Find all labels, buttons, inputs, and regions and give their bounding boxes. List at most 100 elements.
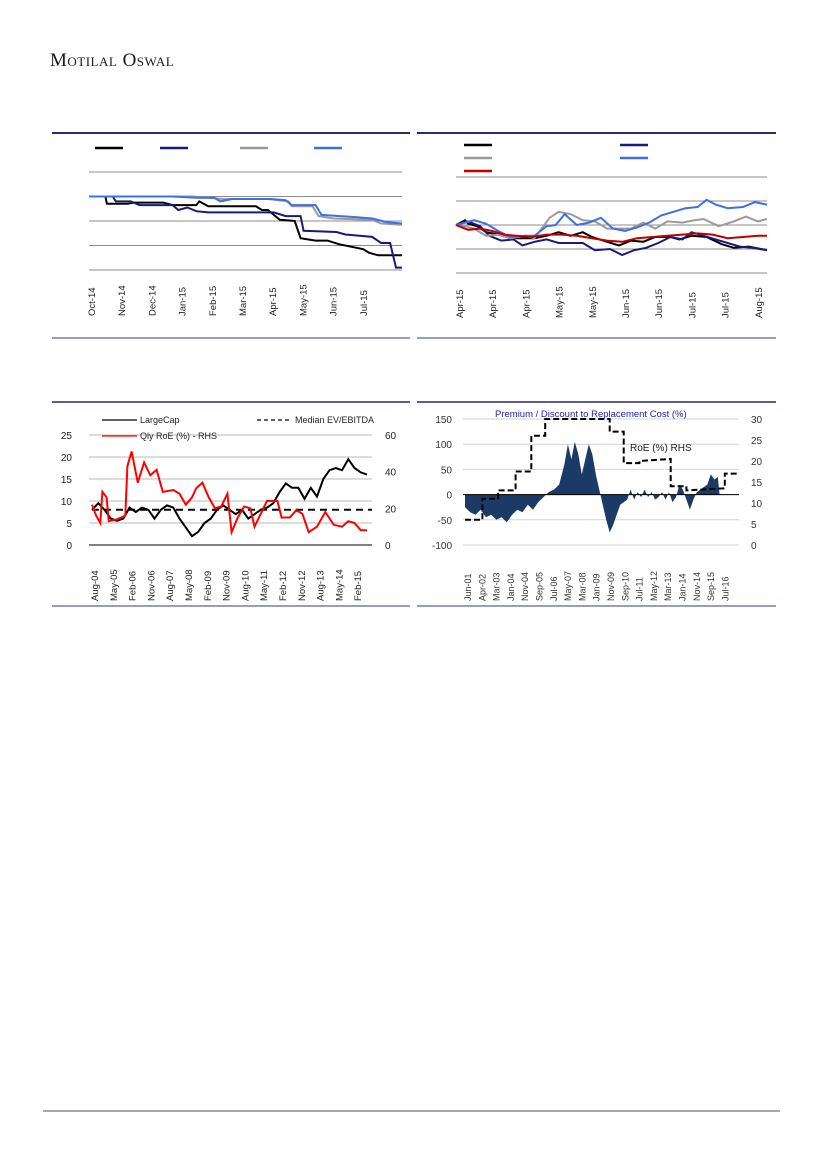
chart3-legend-label: Median EV/EBITDA [295, 415, 374, 425]
chart3-left-tick-label: 15 [61, 475, 73, 486]
chart4-right-tick-label: 30 [751, 415, 763, 426]
chart1-gridlines [89, 171, 402, 271]
chart3-top-rule [52, 401, 410, 403]
chart4-gridlines [463, 418, 739, 546]
chart4-x-tick-label: Jan-14 [678, 573, 688, 601]
chart1-series [89, 195, 403, 269]
chart2-top-rule [417, 132, 776, 134]
chart4-area [465, 441, 720, 533]
chart3-x-tick-label: May-08 [184, 569, 195, 601]
chart2-series-line-navy [455, 220, 768, 257]
chart3-x-axis: Aug-04 May-05 Feb-06 Nov-06 Aug-07 May-08 Feb-… [90, 569, 364, 601]
chart3-x-tick-label: Nov-06 [146, 570, 157, 601]
chart4-top-rule [417, 401, 776, 403]
chart3-legend-label: LargeCap [140, 415, 180, 425]
chart4-x-axis: Jun-01 Apr-02 Mar-03 Jan-04 Nov-04 Sep-05 Jul-… [463, 571, 730, 601]
chart3-left-tick-label: 25 [61, 431, 73, 442]
chart4-right-tick-label: 20 [751, 457, 763, 468]
chart3-x-tick-label: Aug-07 [165, 570, 176, 601]
chart4-x-tick-label: May-07 [563, 571, 573, 601]
chart3-x-tick-label: Nov-12 [297, 570, 308, 601]
chart4-x-tick-label: Sep-15 [706, 572, 716, 601]
chart1-x-axis: Oct-14 Nov-14 Dec-14 Jan-15 Feb-15 Mar-15 Apr-… [87, 284, 370, 316]
chart2-series-line-blue [455, 198, 768, 239]
chart4-x-tick-label: Sep-05 [535, 572, 545, 601]
chart1-x-tick-label: Jun-15 [329, 287, 340, 316]
chart4-x-tick-label: Nov-14 [692, 572, 702, 601]
chart4-x-tick-label: Jul-11 [635, 577, 645, 601]
chart3-x-tick-label: May-14 [334, 569, 345, 601]
chart4-left-tick-label: -100 [432, 541, 452, 552]
chart1-x-tick-label: Dec-14 [147, 285, 158, 316]
brand-logo: Motilal Oswal [50, 50, 175, 71]
chart-3: 25 20 15 10 5 0 60 40 20 0 LargeCap Median EV/EBI… [61, 415, 397, 601]
chart3-right-tick-label: 20 [385, 504, 397, 515]
chart4-series [463, 418, 739, 533]
chart2-x-tick-label: Jun-15 [654, 289, 665, 318]
chart4-left-tick-label: 100 [435, 440, 452, 451]
chart3-right-axis: 60 40 20 0 [385, 431, 397, 552]
chart3-left-axis: 25 20 15 10 5 0 [61, 431, 73, 552]
chart4-left-tick-label: -50 [438, 516, 453, 527]
chart2-series-line-grey [455, 210, 768, 240]
chart1-series-line-black [89, 195, 402, 257]
chart2-x-axis: Apr-15 Apr-15 Apr-15 May-15 May-15 Jun-15 Jun-… [455, 286, 765, 318]
chart1-x-tick-label: Apr-15 [268, 287, 279, 316]
chart1-series-line-blue [89, 195, 403, 225]
chart4-x-tick-label: Sep-10 [620, 572, 630, 601]
chart3-legend-label: Qly RoE (%) - RHS [140, 431, 217, 441]
chart1-top-rule [52, 132, 410, 134]
chart2-x-tick-label: Jul-15 [721, 292, 732, 318]
chart4-right-tick-label: 25 [751, 436, 763, 447]
chart3-x-tick-label: Aug-10 [240, 570, 251, 601]
chart2-x-tick-label: Jun-15 [621, 289, 632, 318]
chart4-x-tick-label: Mar-03 [492, 572, 502, 601]
chart4-bottom-rule [417, 605, 776, 607]
chart-2: Apr-15 Apr-15 Apr-15 May-15 May-15 Jun-15 Jun-… [455, 143, 768, 318]
chart3-x-tick-label: Feb-06 [128, 571, 139, 601]
chart1-x-tick-label: Feb-15 [208, 286, 219, 316]
chart3-x-tick-label: Aug-13 [316, 570, 327, 601]
chart3-series-line-bright_red [91, 451, 367, 537]
chart2-x-tick-label: Apr-15 [455, 289, 466, 318]
chart3-x-tick-label: Feb-15 [353, 571, 364, 601]
chart3-right-tick-label: 0 [385, 541, 391, 552]
chart3-x-tick-label: Feb-09 [203, 571, 214, 601]
chart4-left-tick-label: 50 [441, 465, 453, 476]
chart4-x-tick-label: Mar-08 [577, 572, 587, 601]
chart3-x-tick-label: Aug-04 [90, 570, 101, 601]
chart1-x-tick-label: Jul-15 [359, 290, 370, 316]
chart1-x-tick-label: Nov-14 [117, 285, 128, 316]
chart2-series-line-black [455, 218, 768, 252]
chart4-x-tick-label: May-12 [649, 571, 659, 601]
chart3-bottom-rule [52, 605, 410, 607]
chart4-left-axis: 150 100 50 0 -50 -100 [432, 415, 452, 552]
chart1-series-line-grey [89, 195, 403, 226]
chart2-bottom-rule [417, 337, 776, 339]
chart1-x-tick-label: May-15 [298, 284, 309, 316]
chart2-legend [464, 143, 648, 173]
chart4-titles: Premium / Discount to Replacement Cost (… [495, 409, 692, 454]
chart3-x-tick-label: May-05 [109, 569, 120, 601]
footer-rule [43, 1110, 780, 1112]
chart2-series [455, 198, 768, 257]
chart3-series-line-black [91, 457, 368, 538]
chart2-x-tick-label: Apr-15 [488, 289, 499, 318]
chart3-x-tick-label: May-11 [259, 570, 270, 601]
chart3-left-tick-label: 10 [61, 497, 73, 508]
chart4-x-tick-label: Jan-04 [506, 573, 516, 601]
chart2-x-tick-label: Apr-15 [521, 289, 532, 318]
chart2-x-tick-label: May-15 [588, 286, 599, 318]
chart2-x-tick-label: Jul-15 [687, 292, 698, 318]
chart2-x-tick-label: Aug-15 [754, 287, 765, 318]
chart4-right-tick-label: 15 [751, 478, 763, 489]
chart3-right-tick-label: 40 [385, 468, 397, 479]
chart4-x-tick-label: Nov-04 [520, 572, 530, 601]
chart4-left-tick-label: 0 [446, 491, 452, 502]
chart4-annotation: RoE (%) RHS [630, 443, 692, 454]
chart4-x-tick-label: Mar-13 [663, 572, 673, 601]
chart-1: Oct-14 Nov-14 Dec-14 Jan-15 Feb-15 Mar-15 Apr-… [87, 146, 403, 316]
chart1-bottom-rule [52, 337, 410, 339]
chart4-left-tick-label: 150 [435, 415, 452, 426]
